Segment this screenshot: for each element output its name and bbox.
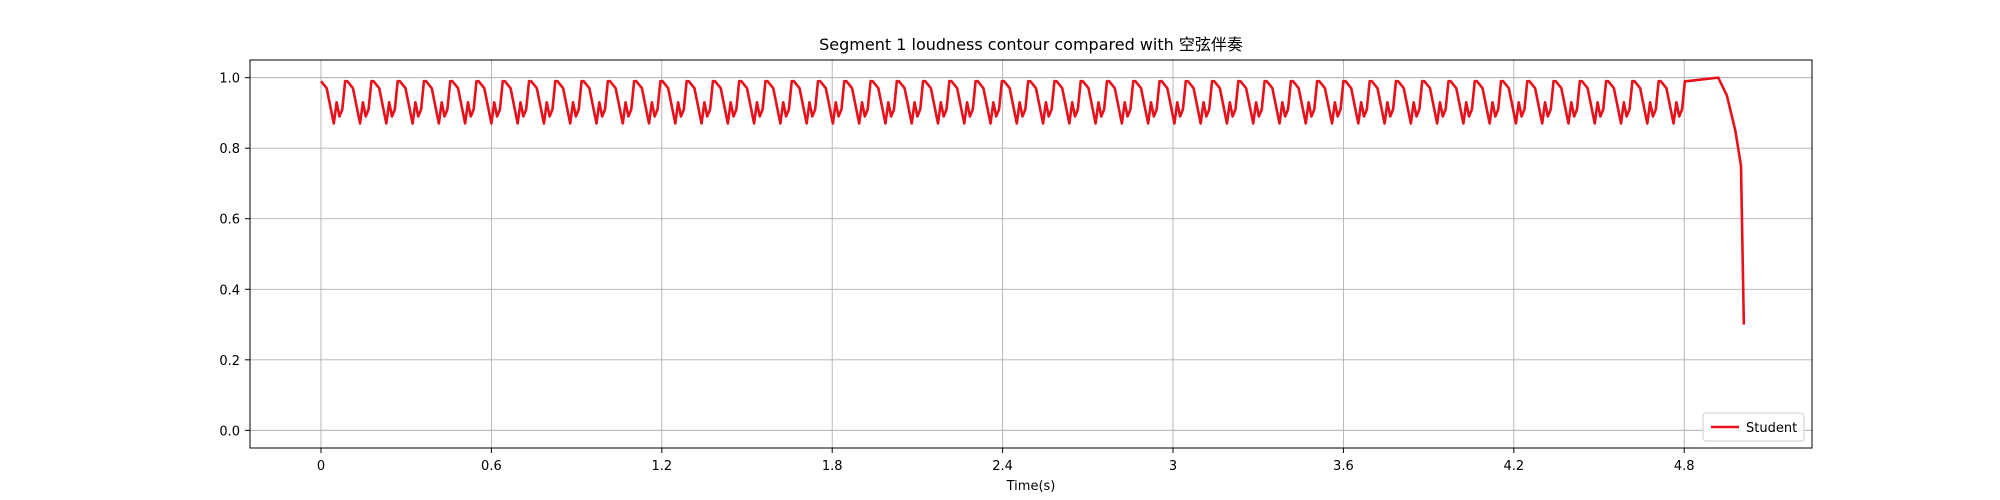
y-tick-label: 0.4 bbox=[219, 283, 240, 298]
x-axis-label: Time(s) bbox=[1006, 479, 1056, 494]
x-tick-label: 4.8 bbox=[1674, 459, 1695, 474]
x-axis-ticks: 0 0.6 1.2 1.8 2.4 3 3.6 4.2 4.8 bbox=[317, 448, 1695, 474]
x-tick-label: 3.6 bbox=[1333, 459, 1354, 474]
x-tick-label: 4.2 bbox=[1503, 459, 1524, 474]
x-tick-label: 1.8 bbox=[822, 459, 843, 474]
series-layer bbox=[319, 76, 1746, 325]
grid-lines bbox=[250, 60, 1812, 448]
y-tick-label: 0.8 bbox=[219, 142, 240, 157]
x-tick-label: 2.4 bbox=[992, 459, 1013, 474]
legend-label-student: Student bbox=[1746, 421, 1797, 436]
series-line-student bbox=[319, 76, 1746, 325]
y-tick-label: 1.0 bbox=[219, 72, 240, 87]
plot-frame bbox=[249, 59, 1813, 449]
x-tick-label: 3 bbox=[1169, 459, 1177, 474]
y-tick-label: 0.2 bbox=[219, 354, 240, 369]
y-tick-label: 0.6 bbox=[219, 213, 240, 228]
x-tick-label: 0 bbox=[317, 459, 325, 474]
y-axis-ticks: 0.0 0.2 0.4 0.6 0.8 1.0 bbox=[219, 72, 250, 439]
legend-box bbox=[1702, 412, 1805, 442]
x-tick-label: 0.6 bbox=[481, 459, 502, 474]
y-tick-label: 0.0 bbox=[219, 424, 240, 439]
x-tick-label: 1.2 bbox=[651, 459, 672, 474]
chart-title: Segment 1 loudness contour compared with… bbox=[819, 35, 1243, 54]
legend: Student bbox=[1702, 412, 1805, 442]
